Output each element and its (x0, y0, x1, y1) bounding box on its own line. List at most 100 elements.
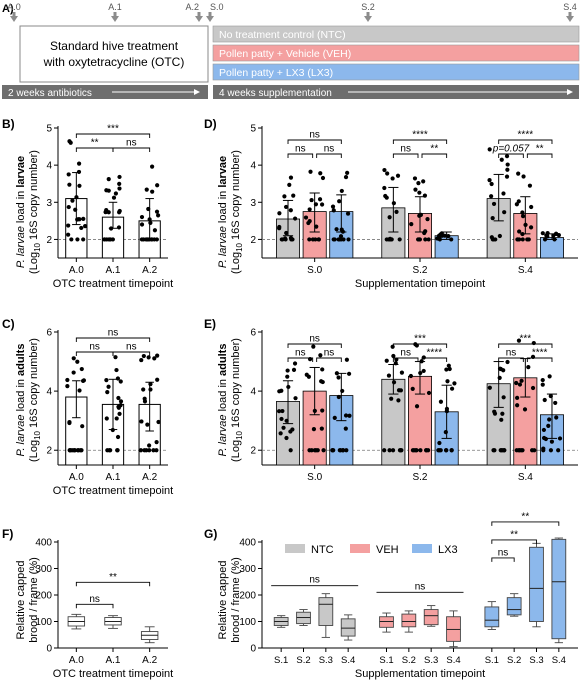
data-point (285, 374, 290, 379)
data-point (291, 193, 296, 198)
data-point (339, 188, 344, 194)
data-point (444, 367, 449, 372)
ylabel-units: (Log10 16S copy number) (28, 150, 42, 274)
data-point (106, 177, 111, 182)
y-tick-label: 0 (46, 644, 52, 655)
data-point (394, 209, 399, 214)
x-tick-label: S.1 (274, 655, 288, 666)
data-point (154, 209, 160, 214)
data-point (284, 230, 289, 236)
data-point (288, 175, 294, 180)
y-tick-label: 300 (239, 564, 256, 575)
data-point (505, 162, 510, 167)
data-point (384, 237, 389, 242)
data-point (104, 378, 109, 383)
y-tick-label: 3 (250, 198, 256, 209)
significance-label: ns (498, 547, 509, 558)
data-point (147, 443, 152, 448)
timepoint-arrow-head (364, 16, 372, 22)
legend-swatch-lx3 (412, 544, 432, 553)
significance-label: *** (107, 124, 119, 135)
significance-label: ns (126, 342, 137, 353)
significance-label: ns (415, 581, 426, 592)
x-tick-label: A.2 (142, 655, 157, 666)
significance-bracket (75, 351, 114, 356)
data-point (487, 147, 492, 152)
significance-label: ns (126, 138, 137, 149)
x-axis-title: Supplementation timepoint (355, 668, 485, 680)
data-point (319, 426, 324, 431)
significance-bracket (498, 357, 524, 362)
data-point (520, 448, 525, 453)
data-point (321, 448, 326, 453)
data-point (541, 448, 546, 453)
data-point (290, 237, 295, 242)
data-point (343, 426, 348, 431)
x-tick-label: S.0 (307, 265, 322, 276)
data-point (277, 211, 282, 216)
data-point (110, 237, 115, 242)
x-tick-label: A.1 (105, 265, 120, 276)
timepoint-arrow-head (566, 16, 574, 22)
box (529, 546, 544, 622)
x-tick-label: S.4 (518, 472, 533, 483)
data-point (449, 386, 455, 391)
data-point (106, 237, 112, 242)
timepoint-arrow-head (10, 16, 18, 22)
data-point (409, 222, 414, 227)
significance-bracket (421, 357, 448, 362)
data-point (115, 448, 120, 453)
data-point (280, 408, 285, 414)
data-point (144, 187, 149, 192)
data-point (437, 440, 442, 446)
data-point (331, 237, 336, 242)
data-point (118, 379, 123, 384)
data-point (452, 381, 457, 386)
data-point (139, 419, 144, 424)
y-tick-label: 2 (46, 235, 52, 246)
data-point (382, 185, 387, 191)
data-point (67, 448, 73, 453)
data-point (343, 174, 349, 180)
timepoint-arrow-stem (197, 12, 201, 17)
data-point (505, 359, 510, 365)
significance-label: ** (430, 144, 438, 155)
data-point (532, 448, 537, 453)
x-tick-label: A.0 (69, 655, 84, 666)
data-point (489, 194, 494, 199)
data-point (76, 217, 81, 222)
data-point (515, 403, 520, 408)
data-point (138, 448, 144, 453)
data-point (139, 222, 145, 227)
data-point (493, 237, 498, 242)
data-point (487, 385, 492, 390)
data-point (293, 216, 298, 221)
data-point (497, 233, 502, 239)
x-tick-label: S.4 (552, 655, 566, 666)
data-point (345, 211, 351, 216)
data-point (152, 228, 158, 233)
significance-bracket (498, 139, 553, 144)
svg-text:P. larvae load in adults: P. larvae load in adults (15, 344, 27, 457)
box (551, 538, 567, 640)
data-point (517, 448, 522, 453)
y-tick-label: 200 (239, 591, 256, 602)
x-tick-label: S.2 (296, 655, 310, 666)
data-point (549, 439, 555, 444)
timepoint-arrow-head (111, 16, 119, 22)
x-tick-label: A.1 (105, 655, 120, 666)
data-point (104, 416, 109, 421)
significance-label: ns (324, 144, 335, 155)
data-point (446, 234, 451, 239)
data-point (500, 411, 505, 416)
data-point (527, 183, 533, 188)
data-point (390, 448, 396, 453)
data-point (317, 197, 323, 202)
data-point (150, 164, 155, 169)
otc-treatment-box (19, 25, 209, 83)
box (340, 618, 356, 637)
data-point (307, 207, 312, 212)
timepoint-label: A.1 (108, 2, 122, 12)
data-point (543, 436, 548, 442)
